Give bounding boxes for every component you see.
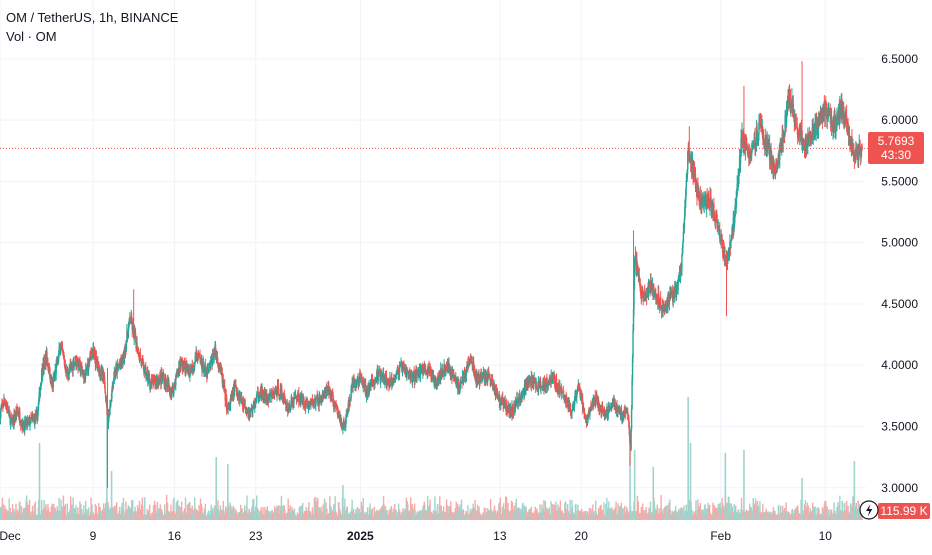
candle-body bbox=[682, 242, 683, 248]
candle-body bbox=[684, 219, 685, 228]
volume-spike bbox=[652, 467, 654, 520]
volume-spike bbox=[342, 485, 344, 520]
volume-spike bbox=[215, 457, 217, 520]
candle-body bbox=[584, 413, 585, 414]
candle-body bbox=[536, 386, 537, 389]
candle-body bbox=[681, 255, 682, 269]
volume-spike bbox=[690, 443, 692, 520]
volume-spike bbox=[687, 397, 689, 520]
candle-body bbox=[278, 386, 279, 395]
candle-body bbox=[630, 429, 631, 449]
volume-bars bbox=[0, 397, 863, 520]
volume-spike bbox=[111, 471, 113, 520]
candle-body bbox=[0, 409, 1, 412]
volume-spike bbox=[801, 478, 803, 520]
price-candles bbox=[0, 61, 863, 488]
volume-spike bbox=[725, 453, 727, 520]
candle-body bbox=[399, 367, 400, 373]
candle-body bbox=[631, 409, 632, 429]
volume-spike bbox=[39, 443, 41, 520]
candle-body bbox=[632, 331, 633, 358]
candle-body bbox=[395, 375, 396, 380]
candle-body bbox=[740, 157, 741, 165]
candle-body bbox=[60, 351, 61, 355]
volume-spike bbox=[227, 464, 229, 520]
grid bbox=[0, 0, 866, 520]
candle-body bbox=[198, 352, 199, 353]
volume-spike bbox=[634, 450, 636, 520]
candle-body bbox=[252, 409, 253, 411]
volume-spike bbox=[854, 461, 856, 520]
candle-body bbox=[256, 395, 257, 398]
volume-spike bbox=[743, 450, 745, 520]
